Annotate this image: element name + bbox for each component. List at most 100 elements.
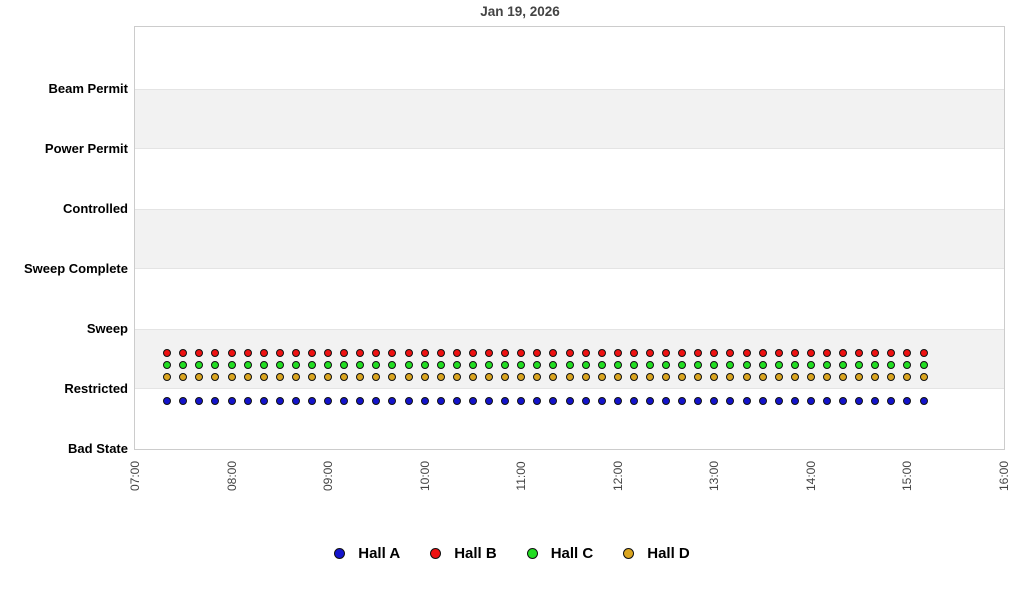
data-point-hall-c (742, 361, 751, 369)
data-point-hall-b (806, 349, 815, 357)
data-point-hall-d (565, 373, 574, 381)
data-point-hall-a (629, 397, 638, 405)
data-point-hall-c (822, 361, 831, 369)
legend-marker-icon (526, 548, 538, 559)
data-point-hall-c (839, 361, 848, 369)
data-point-hall-a (452, 397, 461, 405)
data-point-hall-c (501, 361, 510, 369)
data-point-hall-a (887, 397, 896, 405)
data-point-hall-c (388, 361, 397, 369)
data-point-hall-b (678, 349, 687, 357)
data-point-hall-a (259, 397, 268, 405)
data-point-hall-c (356, 361, 365, 369)
y-tick-label: Restricted (64, 381, 128, 396)
data-point-hall-d (742, 373, 751, 381)
data-point-hall-c (549, 361, 558, 369)
data-point-hall-d (790, 373, 799, 381)
data-point-hall-a (581, 397, 590, 405)
data-point-hall-b (211, 349, 220, 357)
data-point-hall-a (597, 397, 606, 405)
legend-item-hall-a: Hall A (334, 545, 400, 562)
data-point-hall-d (211, 373, 220, 381)
data-point-hall-d (372, 373, 381, 381)
data-point-hall-c (227, 361, 236, 369)
data-point-hall-d (774, 373, 783, 381)
data-point-hall-b (388, 349, 397, 357)
data-point-hall-c (774, 361, 783, 369)
data-point-hall-d (726, 373, 735, 381)
data-point-hall-a (356, 397, 365, 405)
data-point-hall-a (903, 397, 912, 405)
legend-marker-icon (334, 548, 346, 559)
data-point-hall-b (195, 349, 204, 357)
y-tick-label: Bad State (68, 441, 128, 456)
data-point-hall-a (790, 397, 799, 405)
data-point-hall-d (452, 373, 461, 381)
x-tick-label: 08:00 (224, 460, 239, 492)
data-point-hall-b (710, 349, 719, 357)
x-tick-label: 10:00 (417, 460, 432, 492)
data-point-hall-a (549, 397, 558, 405)
data-point-hall-c (871, 361, 880, 369)
data-point-hall-d (533, 373, 542, 381)
legend-label: Hall B (454, 545, 497, 562)
data-point-hall-b (259, 349, 268, 357)
data-point-hall-d (517, 373, 526, 381)
data-point-hall-a (565, 397, 574, 405)
data-point-hall-c (259, 361, 268, 369)
data-point-hall-d (485, 373, 494, 381)
legend-label: Hall A (358, 545, 401, 562)
data-point-hall-b (227, 349, 236, 357)
data-point-hall-c (919, 361, 928, 369)
data-point-hall-a (678, 397, 687, 405)
data-point-hall-c (211, 361, 220, 369)
legend-label: Hall C (550, 545, 594, 562)
data-point-hall-c (404, 361, 413, 369)
data-point-hall-c (340, 361, 349, 369)
x-tick-label: 09:00 (321, 460, 336, 492)
data-point-hall-d (356, 373, 365, 381)
data-point-hall-d (308, 373, 317, 381)
data-point-hall-c (485, 361, 494, 369)
data-point-hall-d (678, 373, 687, 381)
data-point-hall-b (163, 349, 172, 357)
data-point-hall-b (275, 349, 284, 357)
data-point-hall-c (678, 361, 687, 369)
y-tick-label: Sweep Complete (23, 261, 128, 276)
legend-item-hall-b: Hall B (430, 545, 497, 562)
data-point-hall-b (774, 349, 783, 357)
data-point-hall-b (758, 349, 767, 357)
data-point-hall-a (919, 397, 928, 405)
y-tick-label: Sweep (86, 321, 128, 336)
data-point-hall-b (742, 349, 751, 357)
data-point-hall-a (758, 397, 767, 405)
data-point-hall-c (436, 361, 445, 369)
legend-label: Hall D (647, 545, 690, 562)
data-point-hall-c (565, 361, 574, 369)
data-point-hall-a (855, 397, 864, 405)
data-point-hall-b (420, 349, 429, 357)
data-point-hall-a (517, 397, 526, 405)
data-point-hall-d (758, 373, 767, 381)
data-point-hall-d (919, 373, 928, 381)
data-point-hall-a (871, 397, 880, 405)
data-point-hall-c (645, 361, 654, 369)
data-point-hall-b (501, 349, 510, 357)
data-point-hall-d (227, 373, 236, 381)
data-point-hall-c (629, 361, 638, 369)
data-point-hall-c (517, 361, 526, 369)
data-point-hall-d (388, 373, 397, 381)
data-point-hall-a (372, 397, 381, 405)
data-point-hall-c (855, 361, 864, 369)
legend-marker-icon (623, 548, 635, 559)
category-band (135, 209, 1004, 269)
data-point-hall-d (855, 373, 864, 381)
data-point-hall-b (645, 349, 654, 357)
data-point-hall-c (726, 361, 735, 369)
data-point-hall-c (790, 361, 799, 369)
data-point-hall-c (291, 361, 300, 369)
data-point-hall-a (388, 397, 397, 405)
data-point-hall-b (726, 349, 735, 357)
data-point-hall-d (629, 373, 638, 381)
y-tick-label: Beam Permit (48, 81, 128, 96)
